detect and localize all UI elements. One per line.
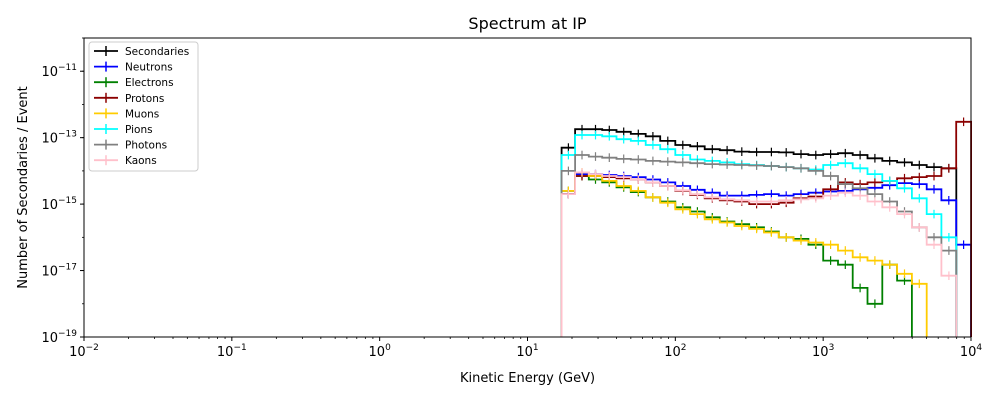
x-axis-label: Kinetic Energy (GeV) [460, 371, 595, 386]
legend-item-electrons: Electrons [94, 77, 174, 89]
series-muons [560, 168, 928, 337]
y-axis-label: Number of Secondaries / Event [16, 86, 31, 288]
legend-label: Kaons [125, 155, 157, 167]
series-photons [560, 150, 958, 337]
x-tick-label: 104 [960, 343, 983, 360]
legend-label: Muons [125, 108, 159, 120]
x-tick-label: 100 [369, 343, 392, 360]
plot-area: 10−2 10−1 100 101 102 103 104 10−1910−1710−151… [41, 37, 982, 360]
series-line-kaons [560, 171, 958, 337]
x-tick-label: 10−2 [69, 343, 99, 360]
chart-title: Spectrum at IP [468, 14, 587, 33]
legend-item-photons: Photons [94, 139, 167, 152]
x-tick-label: 102 [664, 343, 686, 360]
series-kaons [560, 168, 958, 337]
legend-label: Secondaries [125, 46, 189, 58]
legend-item-protons: Protons [94, 92, 164, 105]
y-tick-label: 10−15 [41, 196, 77, 213]
y-tick-label: 10−11 [41, 63, 77, 80]
legend-item-kaons: Kaons [94, 155, 157, 167]
y-axis: 10−19 10−17 10−15 10−13 10−11 [41, 37, 84, 346]
y-tick-label: 10−13 [41, 130, 77, 147]
legend-item-muons: Muons [94, 108, 159, 120]
legend-label: Electrons [125, 77, 174, 89]
legend-item-secondaries: Secondaries [94, 46, 189, 58]
x-tick-label: 101 [516, 343, 538, 360]
legend-box [88, 41, 199, 172]
x-tick-label: 10−1 [217, 343, 247, 360]
series-secondaries [560, 124, 958, 337]
legend-label: Neutrons [125, 62, 173, 74]
x-tick-label: 103 [812, 343, 834, 360]
y-tick-label: 10−19 [41, 329, 77, 346]
legend-item-pions: Pions [94, 124, 153, 136]
legend-label: Photons [125, 140, 167, 152]
x-axis: 10−2 10−1 100 101 102 103 104 [69, 337, 982, 360]
legend-label: Pions [125, 124, 153, 136]
y-tick-label: 10−17 [41, 263, 77, 280]
legend-label: Protons [125, 93, 164, 105]
series-layer [560, 117, 972, 337]
legend: Secondaries Neutrons Electrons Protons Muons… [88, 41, 199, 172]
legend-item-neutrons: Neutrons [94, 61, 173, 74]
